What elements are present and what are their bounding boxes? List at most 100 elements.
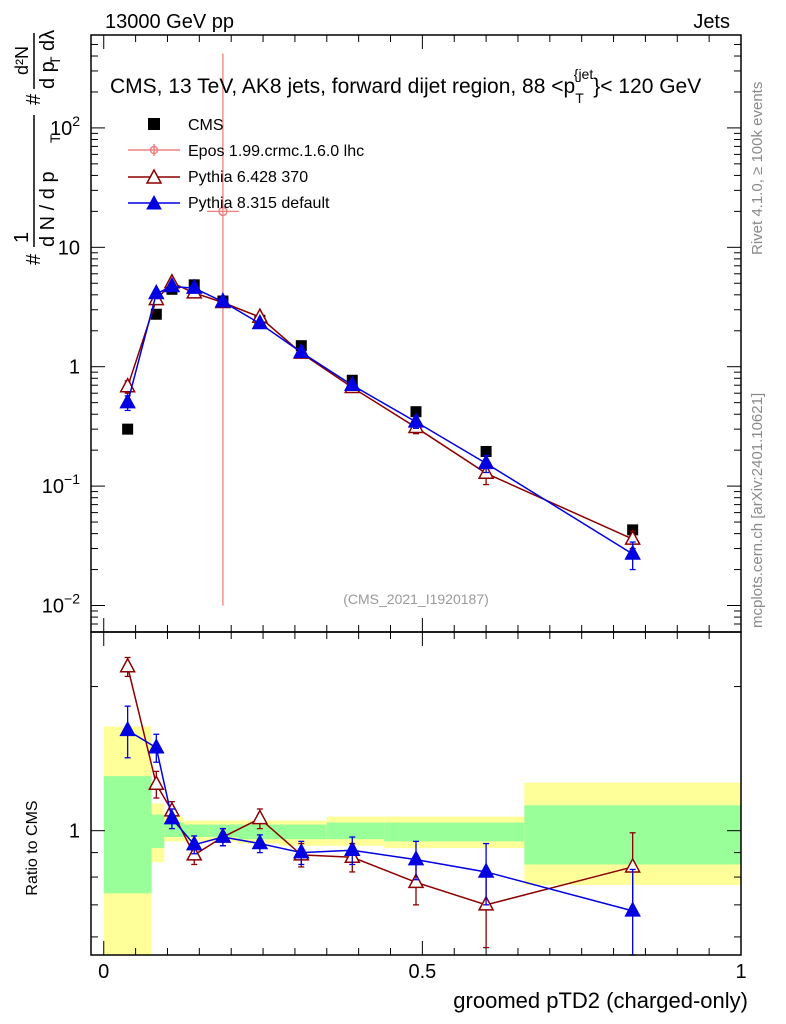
pythia8-point bbox=[163, 276, 181, 293]
analysis-watermark: (CMS_2021_I1920187) bbox=[343, 591, 489, 607]
svg-text:#: # bbox=[23, 253, 45, 265]
ratio-pythia6-point bbox=[251, 808, 269, 825]
ratio-band-inner bbox=[278, 824, 327, 840]
tick-exponent: −1 bbox=[64, 471, 80, 487]
ylabel-hash-2: # bbox=[23, 93, 45, 105]
ratio-pythia8-point bbox=[214, 827, 232, 843]
ratio-pythia6-point bbox=[119, 657, 136, 673]
main-y-axis-label: # 1 d N / d p T # d²N d p T dλ bbox=[11, 30, 63, 265]
tick-base: 10 bbox=[58, 237, 80, 259]
tick-base: 10 bbox=[50, 118, 72, 140]
legend-marker-epos bbox=[149, 145, 159, 155]
svg-text:T: T bbox=[47, 134, 63, 143]
ratio-plot-frame bbox=[90, 631, 742, 956]
svg-text:d N / d p: d N / d p bbox=[37, 171, 59, 247]
pythia8-point bbox=[624, 544, 641, 560]
ratio-pythia8-point bbox=[477, 862, 495, 878]
ylabel-one: 1 bbox=[11, 232, 33, 243]
epos-point bbox=[218, 206, 228, 217]
ratio-uncertainty-bands bbox=[103, 726, 741, 955]
pythia8-point bbox=[477, 453, 495, 470]
main-y-tick-label: 10−1 bbox=[42, 471, 80, 498]
ratio-pythia6-point bbox=[407, 872, 425, 889]
title-sup: {jet bbox=[574, 66, 594, 82]
pythia8-point bbox=[148, 283, 165, 300]
pythia8-point bbox=[293, 342, 310, 359]
ratio-pythia8-point bbox=[148, 738, 165, 754]
ylabel-dpt: d p bbox=[37, 61, 59, 89]
legend-label-epos: Epos 1.99.crmc.1.6.0 lhc bbox=[188, 143, 364, 160]
pythia8-point bbox=[119, 393, 136, 409]
ylabel-d2n: d²N bbox=[12, 46, 32, 75]
series-epos bbox=[206, 53, 239, 606]
legend: CMS Epos 1.99.crmc.1.6.0 lhc Pythia 6.42… bbox=[128, 117, 364, 212]
svg-text:dλ: dλ bbox=[37, 30, 59, 51]
ratio-pythia8-point bbox=[163, 808, 181, 825]
title-sub: T bbox=[575, 90, 584, 106]
main-plot-layer bbox=[119, 53, 641, 606]
ratio-band-inner bbox=[151, 814, 165, 849]
pythia8-point bbox=[185, 278, 203, 294]
cms-point bbox=[480, 445, 492, 457]
legend-item-cms: CMS bbox=[148, 117, 224, 134]
x-tick-label: 1 bbox=[735, 961, 746, 983]
header-left: 13000 GeV pp bbox=[105, 11, 234, 33]
pythia8-point bbox=[214, 292, 232, 308]
ylabel-t-sub-2: T bbox=[47, 56, 63, 65]
ratio-pythia8-point bbox=[624, 901, 641, 917]
ratio-y-axis-label: Ratio to CMS bbox=[24, 800, 41, 895]
rivet-label: Rivet 4.1.0, ≥ 100k events bbox=[749, 82, 766, 255]
ratio-band-inner bbox=[103, 776, 152, 894]
ratio-band-inner bbox=[183, 824, 209, 838]
tick-base: 10 bbox=[42, 596, 64, 618]
pythia8-point bbox=[251, 313, 269, 330]
ylabel-dn-dpt: d N / d p bbox=[37, 171, 59, 247]
svg-text:T: T bbox=[47, 56, 63, 65]
ratio-pythia6-point bbox=[148, 774, 165, 791]
pythia8-point bbox=[344, 375, 361, 391]
header-right: Jets bbox=[693, 11, 730, 33]
svg-text:d p: d p bbox=[37, 61, 59, 89]
ratio-pythia8-point bbox=[344, 840, 361, 857]
main-y-tick-label: 102 bbox=[50, 113, 80, 140]
ylabel-dlambda: dλ bbox=[37, 30, 59, 51]
ratio-band-inner bbox=[384, 822, 525, 842]
ratio-pythia8-point bbox=[185, 835, 203, 851]
ratio-series-pythia8 bbox=[119, 705, 641, 956]
pythia6-line bbox=[126, 281, 633, 540]
legend-label-cms: CMS bbox=[188, 117, 224, 134]
title-before: CMS, 13 TeV, AK8 jets, forward dijet reg… bbox=[110, 75, 575, 98]
legend-item-pythia6: Pythia 6.428 370 bbox=[128, 168, 308, 186]
legend-item-epos: Epos 1.99.crmc.1.6.0 lhc bbox=[128, 143, 364, 160]
pythia8-point bbox=[407, 412, 425, 428]
chart-title: CMS, 13 TeV, AK8 jets, forward dijet reg… bbox=[110, 66, 701, 106]
x-axis-label: groomed pTD2 (charged-only) bbox=[453, 988, 748, 1013]
svg-text:#: # bbox=[23, 93, 45, 105]
tick-exponent: 2 bbox=[72, 113, 80, 129]
x-tick-label: 0 bbox=[98, 961, 109, 983]
legend-label-pythia6: Pythia 6.428 370 bbox=[188, 169, 308, 186]
ratio-pythia8-point bbox=[293, 843, 310, 859]
ratio-y-tick-label: 1 bbox=[69, 821, 80, 843]
ratio-pythia8-point bbox=[119, 720, 136, 737]
legend-label-pythia8: Pythia 8.315 default bbox=[188, 195, 330, 212]
legend-item-pythia8: Pythia 8.315 default bbox=[128, 194, 330, 212]
legend-marker-cms bbox=[148, 118, 160, 130]
title-after: }< 120 GeV bbox=[593, 75, 701, 98]
cms-point bbox=[410, 406, 422, 418]
main-y-tick-label: 10−2 bbox=[42, 591, 80, 618]
pythia8-line bbox=[126, 285, 634, 555]
ratio-plot-layer bbox=[119, 656, 641, 956]
ratio-band-inner bbox=[326, 822, 385, 840]
legend-marker-pythia8 bbox=[146, 194, 162, 210]
tick-exponent: −2 bbox=[64, 591, 80, 607]
main-y-tick-label: 1 bbox=[69, 357, 80, 379]
ylabel-t-sub-1: T bbox=[47, 134, 63, 143]
legend-marker-pythia6 bbox=[145, 168, 163, 184]
series-pythia8 bbox=[119, 276, 641, 571]
svg-text:1: 1 bbox=[11, 232, 33, 243]
x-tick-label: 0.5 bbox=[408, 961, 436, 983]
cms-point bbox=[122, 423, 134, 435]
